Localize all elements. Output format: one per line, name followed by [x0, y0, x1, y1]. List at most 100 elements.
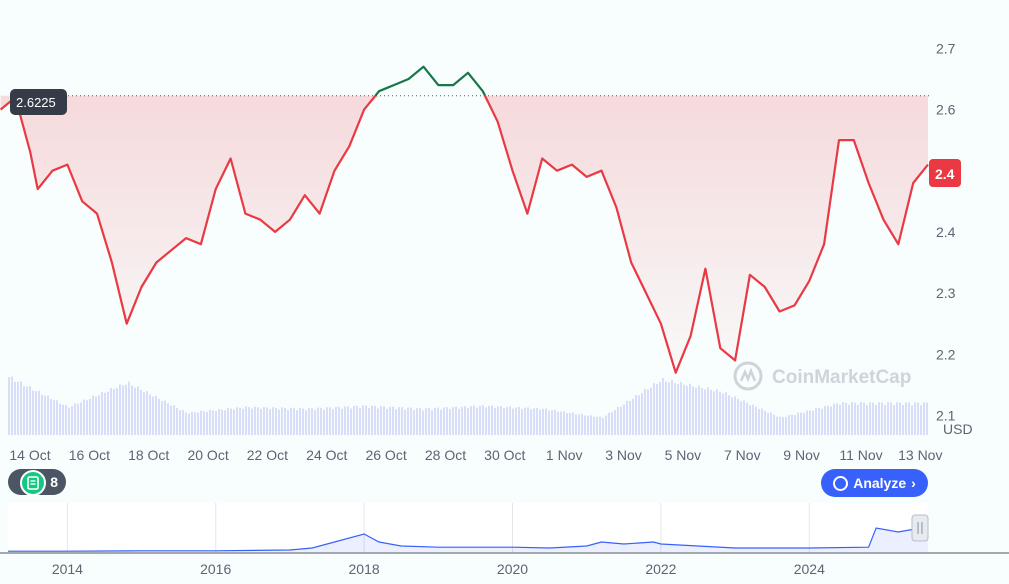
- volume-bar: [155, 395, 157, 435]
- volume-bar: [611, 412, 613, 435]
- volume-bar: [95, 396, 97, 435]
- volume-bar: [887, 402, 889, 435]
- volume-bar: [824, 405, 826, 435]
- volume-bar: [923, 402, 925, 435]
- volume-bar: [314, 410, 316, 435]
- volume-bar: [77, 403, 79, 435]
- volume-bar: [785, 417, 787, 435]
- volume-bar: [92, 395, 94, 435]
- coinmarketcap-logo-icon: [733, 361, 763, 391]
- volume-bar: [740, 401, 742, 435]
- volume-bar: [515, 407, 517, 435]
- volume-bar: [827, 405, 829, 435]
- volume-bar: [881, 402, 883, 435]
- volume-bar: [641, 393, 643, 435]
- volume-bar: [290, 407, 292, 435]
- volume-bar: [761, 408, 763, 435]
- volume-bar: [668, 382, 670, 435]
- volume-bar: [749, 405, 751, 435]
- volume-bar: [899, 402, 901, 435]
- volume-bar: [158, 398, 160, 435]
- volume-bar: [206, 411, 208, 435]
- volume-bar: [176, 408, 178, 435]
- x-tick-label: 20 Oct: [187, 447, 228, 463]
- volume-bar: [728, 395, 730, 435]
- volume-bar: [167, 403, 169, 435]
- volume-bar: [428, 408, 430, 435]
- volume-bar: [356, 405, 358, 435]
- coinmarketcap-watermark: CoinMarketCap: [733, 361, 911, 391]
- volume-bar: [74, 403, 76, 435]
- volume-bar: [791, 414, 793, 435]
- volume-bar: [188, 413, 190, 435]
- notes-icon[interactable]: [20, 470, 46, 496]
- volume-bar: [770, 412, 772, 435]
- volume-bar: [239, 407, 241, 435]
- volume-bar: [545, 408, 547, 435]
- volume-bar: [626, 400, 628, 435]
- volume-bar: [659, 382, 661, 435]
- brand-text: CoinMarketCap: [772, 367, 911, 388]
- volume-bar: [569, 412, 571, 435]
- x-tick-label: 24 Oct: [306, 447, 347, 463]
- volume-bar: [719, 391, 721, 435]
- volume-bar: [215, 411, 217, 435]
- volume-bar: [536, 407, 538, 435]
- volume-bar: [38, 390, 40, 435]
- volume-bar: [224, 410, 226, 435]
- volume-bar: [44, 395, 46, 435]
- price-line-below-reference: [484, 95, 929, 374]
- current-price-value: 2.4: [935, 166, 955, 182]
- volume-bar: [200, 410, 202, 435]
- volume-bar: [452, 407, 454, 435]
- volume-bar: [203, 411, 205, 435]
- volume-bar: [209, 409, 211, 435]
- range-navigator[interactable]: 2014 2016 2018 2020 2022 2024: [0, 503, 1009, 577]
- volume-bar: [878, 402, 880, 435]
- volume-bar: [557, 411, 559, 435]
- analyze-button[interactable]: Analyze ›: [821, 469, 928, 497]
- volume-bar: [389, 406, 391, 435]
- volume-bar: [437, 407, 439, 435]
- volume-bar: [32, 390, 34, 435]
- volume-bar: [98, 395, 100, 435]
- volume-bar: [197, 412, 199, 435]
- volume-bar: [872, 402, 874, 435]
- price-area-below-reference: [0, 95, 929, 373]
- volume-bar: [308, 408, 310, 435]
- navigator-grid: [66, 503, 810, 553]
- volume-bar: [656, 383, 658, 435]
- volume-bar: [326, 407, 328, 435]
- volume-bar: [764, 410, 766, 435]
- price-line-above-reference: [374, 65, 487, 97]
- volume-bar: [284, 408, 286, 435]
- volume-bar: [686, 385, 688, 435]
- volume-bar: [401, 407, 403, 435]
- y-tick-label: 2.6: [936, 102, 956, 118]
- volume-bar: [503, 408, 505, 435]
- volume-bar: [800, 412, 802, 435]
- y-axis-unit: USD: [943, 421, 973, 437]
- volume-bar: [746, 402, 748, 435]
- x-tick-label: 14 Oct: [9, 447, 50, 463]
- y-tick-label: 2.2: [936, 346, 956, 362]
- volume-bar: [920, 405, 922, 435]
- volume-bar: [425, 408, 427, 435]
- range-handle-icon[interactable]: [911, 514, 929, 542]
- volume-bar: [299, 408, 301, 435]
- volume-bar: [884, 405, 886, 435]
- volume-bar: [707, 387, 709, 435]
- navigator-x-axis: 2014 2016 2018 2020 2022 2024: [52, 561, 825, 577]
- volume-bar: [161, 401, 163, 435]
- volume-bar: [623, 404, 625, 435]
- volume-bar: [293, 408, 295, 435]
- volume-bar: [191, 411, 193, 435]
- volume-bar: [434, 408, 436, 435]
- volume-bar: [392, 406, 394, 435]
- x-tick-label: 28 Oct: [425, 447, 466, 463]
- volume-bar: [602, 417, 604, 435]
- volume-bar: [128, 381, 130, 435]
- volume-bar: [818, 408, 820, 435]
- volume-bar: [56, 400, 58, 435]
- volume-bar: [8, 377, 10, 435]
